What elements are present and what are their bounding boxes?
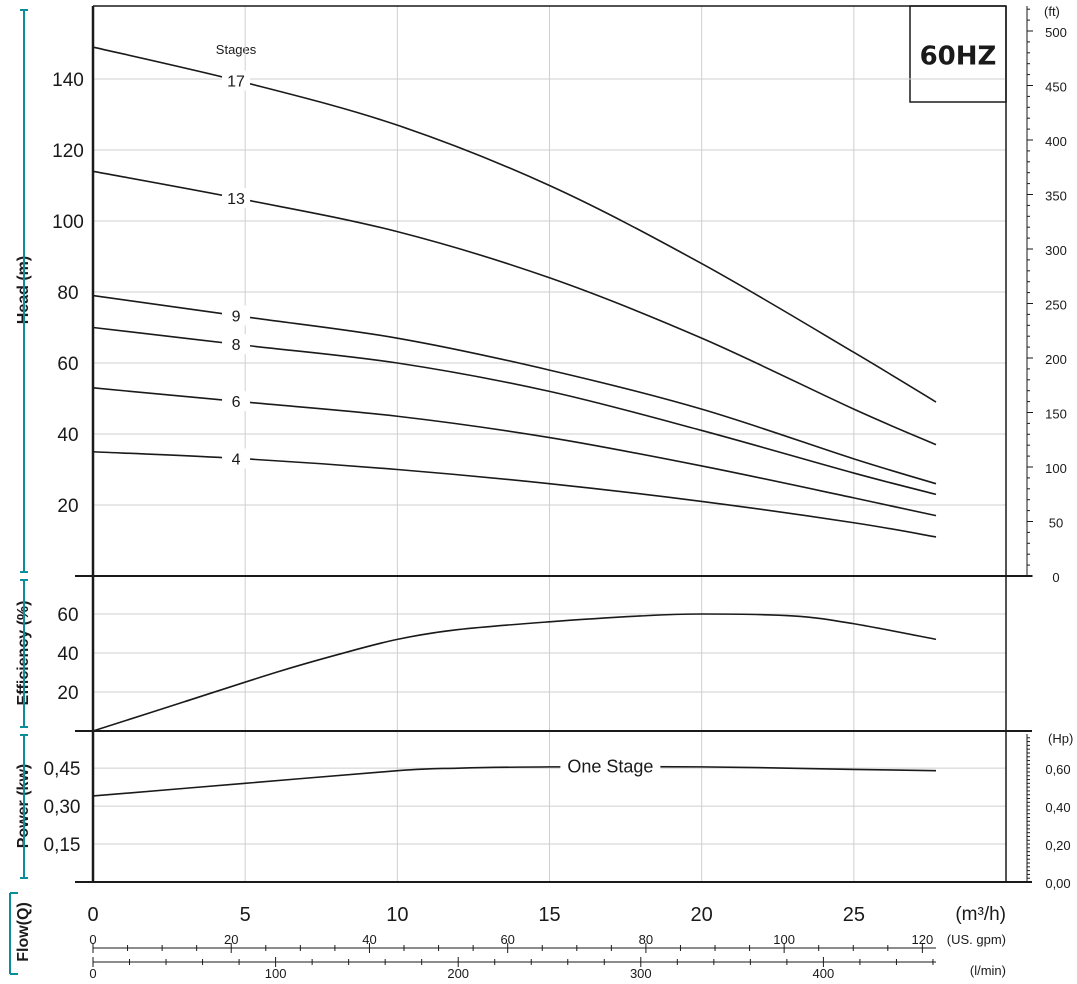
efficiency-tick-label: 20	[57, 683, 78, 704]
stage-label-4: 4	[232, 451, 241, 468]
lmin-tick-label: 0	[89, 966, 96, 981]
ft-tick-label: 50	[1049, 516, 1063, 531]
power-tick-label: 0,30	[44, 797, 81, 818]
gpm-tick-label: 80	[639, 932, 653, 947]
head-tick-label: 120	[52, 141, 84, 162]
flow-m3h-tick-label: 15	[538, 904, 560, 926]
ft-tick-label: 150	[1045, 407, 1067, 422]
efficiency-tick-label: 60	[57, 605, 78, 626]
stage-label-6: 6	[232, 394, 241, 411]
head-tick-label: 140	[52, 70, 84, 91]
lmin-tick-label: 400	[813, 966, 835, 981]
stages-label: Stages	[216, 42, 257, 57]
flow-m3h-tick-label: 20	[691, 904, 713, 926]
gpm-tick-label: 120	[912, 932, 934, 947]
hp-unit-label: (Hp)	[1048, 731, 1073, 746]
ft-tick-label: 500	[1045, 25, 1067, 40]
stage-label-bg	[222, 334, 251, 355]
stage-label-bg	[222, 70, 251, 91]
power-curve	[92, 765, 937, 797]
gpm-unit-label: (US. gpm)	[947, 932, 1006, 947]
one-stage-label-bg	[560, 754, 661, 779]
ft-tick-label: 200	[1045, 352, 1067, 367]
one-stage-label: One Stage	[567, 757, 653, 777]
head-tick-label: 80	[57, 283, 78, 304]
efficiency-tick-label: 40	[57, 644, 78, 665]
stage-label-bg	[222, 305, 251, 326]
flow-axis-title: Flow(Q)	[15, 902, 32, 962]
stage-label-9: 9	[232, 309, 241, 326]
lmin-unit-label: (l/min)	[970, 963, 1006, 978]
hp-tick-label: 0,00	[1045, 876, 1070, 891]
ft-tick-label: 100	[1045, 461, 1067, 476]
head-tick-label: 100	[52, 212, 84, 233]
stage-label-bg	[222, 448, 251, 469]
gpm-tick-label: 0	[89, 932, 96, 947]
ft-tick-label: 250	[1045, 298, 1067, 313]
stage-label-bg	[222, 391, 251, 412]
hp-tick-label: 0,20	[1045, 838, 1070, 853]
power-tick-label: 0,15	[44, 835, 81, 856]
flow-m3h-tick-label: 5	[240, 904, 251, 926]
stage-label-bg	[222, 187, 251, 208]
ft-tick-label: 300	[1045, 243, 1067, 258]
lmin-tick-label: 100	[265, 966, 287, 981]
hp-tick-label: 0,60	[1045, 762, 1070, 777]
ft-tick-label: 0	[1052, 570, 1059, 585]
flow-m3h-tick-label: 25	[843, 904, 865, 926]
ft-unit-label: (ft)	[1044, 4, 1060, 19]
head-tick-label: 60	[57, 354, 78, 375]
ft-tick-label: 400	[1045, 134, 1067, 149]
lmin-tick-label: 300	[630, 966, 652, 981]
gpm-tick-label: 40	[362, 932, 376, 947]
frequency-badge-label: 60HZ	[920, 42, 997, 72]
ft-tick-label: 350	[1045, 189, 1067, 204]
head-tick-label: 40	[57, 425, 78, 446]
efficiency-curve	[92, 613, 937, 732]
flow-m3h-tick-label: 0	[87, 904, 98, 926]
frequency-badge-box	[909, 5, 1007, 103]
head-tick-label: 20	[57, 496, 78, 517]
power-tick-label: 0,45	[44, 759, 81, 780]
lmin-tick-label: 200	[447, 966, 469, 981]
gpm-tick-label: 100	[773, 932, 795, 947]
gpm-tick-label: 20	[224, 932, 238, 947]
flow-m3h-tick-label: 10	[386, 904, 408, 926]
m3h-unit-label: (m³/h)	[955, 904, 1006, 925]
stage-label-13: 13	[227, 191, 245, 208]
stage-label-17: 17	[227, 73, 245, 90]
stage-label-8: 8	[232, 337, 241, 354]
gpm-tick-label: 60	[500, 932, 514, 947]
ft-tick-label: 450	[1045, 80, 1067, 95]
hp-tick-label: 0,40	[1045, 800, 1070, 815]
